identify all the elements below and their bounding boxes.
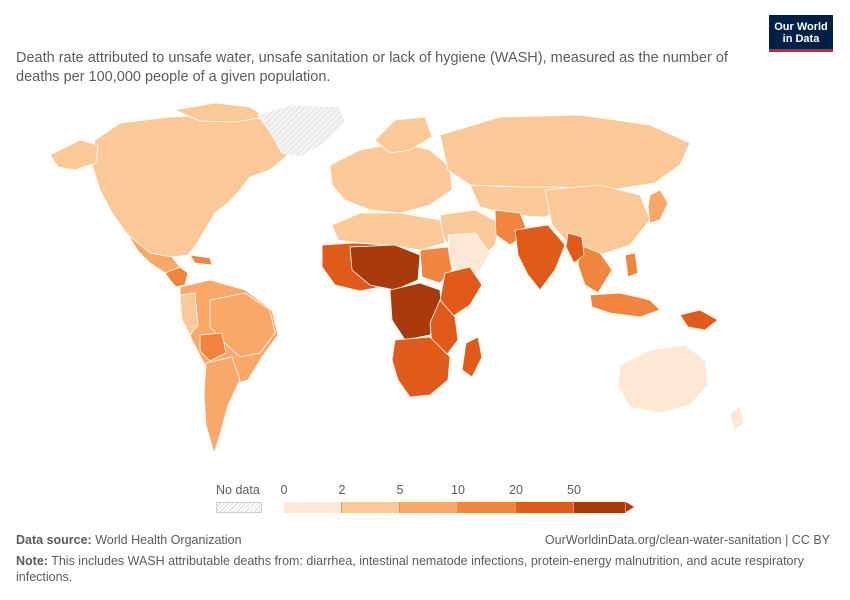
legend-no-data-swatch	[216, 502, 262, 513]
legend-tick-label: 50	[567, 483, 581, 497]
region-indonesia[interactable]	[589, 292, 661, 318]
region-alaska[interactable]	[49, 139, 99, 171]
region-australia[interactable]	[617, 344, 709, 414]
region-madagascar[interactable]	[461, 336, 483, 378]
legend-tick-label: 2	[338, 483, 346, 497]
legend-color-bin	[516, 502, 574, 513]
legend-tick-label: 10	[451, 483, 465, 497]
legend-tick-label: 5	[396, 483, 404, 497]
legend-tick-label: 20	[509, 483, 523, 497]
legend-arrow	[626, 502, 634, 512]
region-russia[interactable]	[439, 114, 691, 191]
our-world-in-data-logo[interactable]: Our World in Data	[769, 15, 833, 52]
region-southern-africa[interactable]	[391, 336, 451, 398]
logo-line-1: Our World	[774, 21, 828, 33]
region-scandinavia[interactable]	[374, 116, 433, 154]
region-new-zealand[interactable]	[729, 406, 745, 432]
region-myanmar[interactable]	[565, 232, 585, 264]
region-india[interactable]	[514, 224, 566, 291]
legend-color-bin	[342, 502, 400, 513]
map-legend: No data 0 2 5 10 20 50	[216, 483, 636, 515]
chart-subtitle: Death rate attributed to unsafe water, u…	[16, 50, 728, 85]
note-label: Note:	[16, 554, 48, 568]
logo-line-2: in Data	[782, 33, 820, 45]
region-andes-coast[interactable]	[179, 292, 199, 336]
source-url[interactable]: OurWorldinData.org/clean-water-sanitatio…	[544, 533, 830, 547]
region-north-africa[interactable]	[331, 212, 446, 251]
data-source-value: World Health Organization	[95, 533, 242, 547]
data-source-label: Data source:	[16, 533, 92, 547]
region-philippines[interactable]	[624, 252, 639, 278]
region-greenland[interactable]	[257, 104, 346, 158]
legend-color-bin	[458, 502, 516, 513]
data-source: Data source: World Health Organization	[16, 533, 242, 547]
region-europe[interactable]	[329, 142, 453, 214]
region-sahel[interactable]	[349, 244, 421, 291]
region-brazil[interactable]	[209, 292, 276, 358]
legend-color-bin	[574, 502, 626, 513]
region-se-asia[interactable]	[577, 244, 613, 294]
region-caribbean[interactable]	[189, 254, 213, 266]
legend-color-bin	[400, 502, 458, 513]
legend-color-bin	[284, 502, 342, 513]
region-bolivia[interactable]	[199, 332, 227, 362]
region-argentina-chile[interactable]	[203, 356, 241, 455]
chart-note: Note: This includes WASH attributable de…	[16, 553, 816, 585]
legend-tick-label: 0	[280, 483, 288, 497]
note-text: This includes WASH attributable deaths f…	[16, 554, 804, 584]
region-japan[interactable]	[647, 189, 669, 224]
region-papua[interactable]	[679, 309, 719, 331]
world-map	[49, 102, 745, 455]
region-central-america[interactable]	[164, 266, 189, 288]
legend-no-data-label: No data	[216, 483, 260, 497]
